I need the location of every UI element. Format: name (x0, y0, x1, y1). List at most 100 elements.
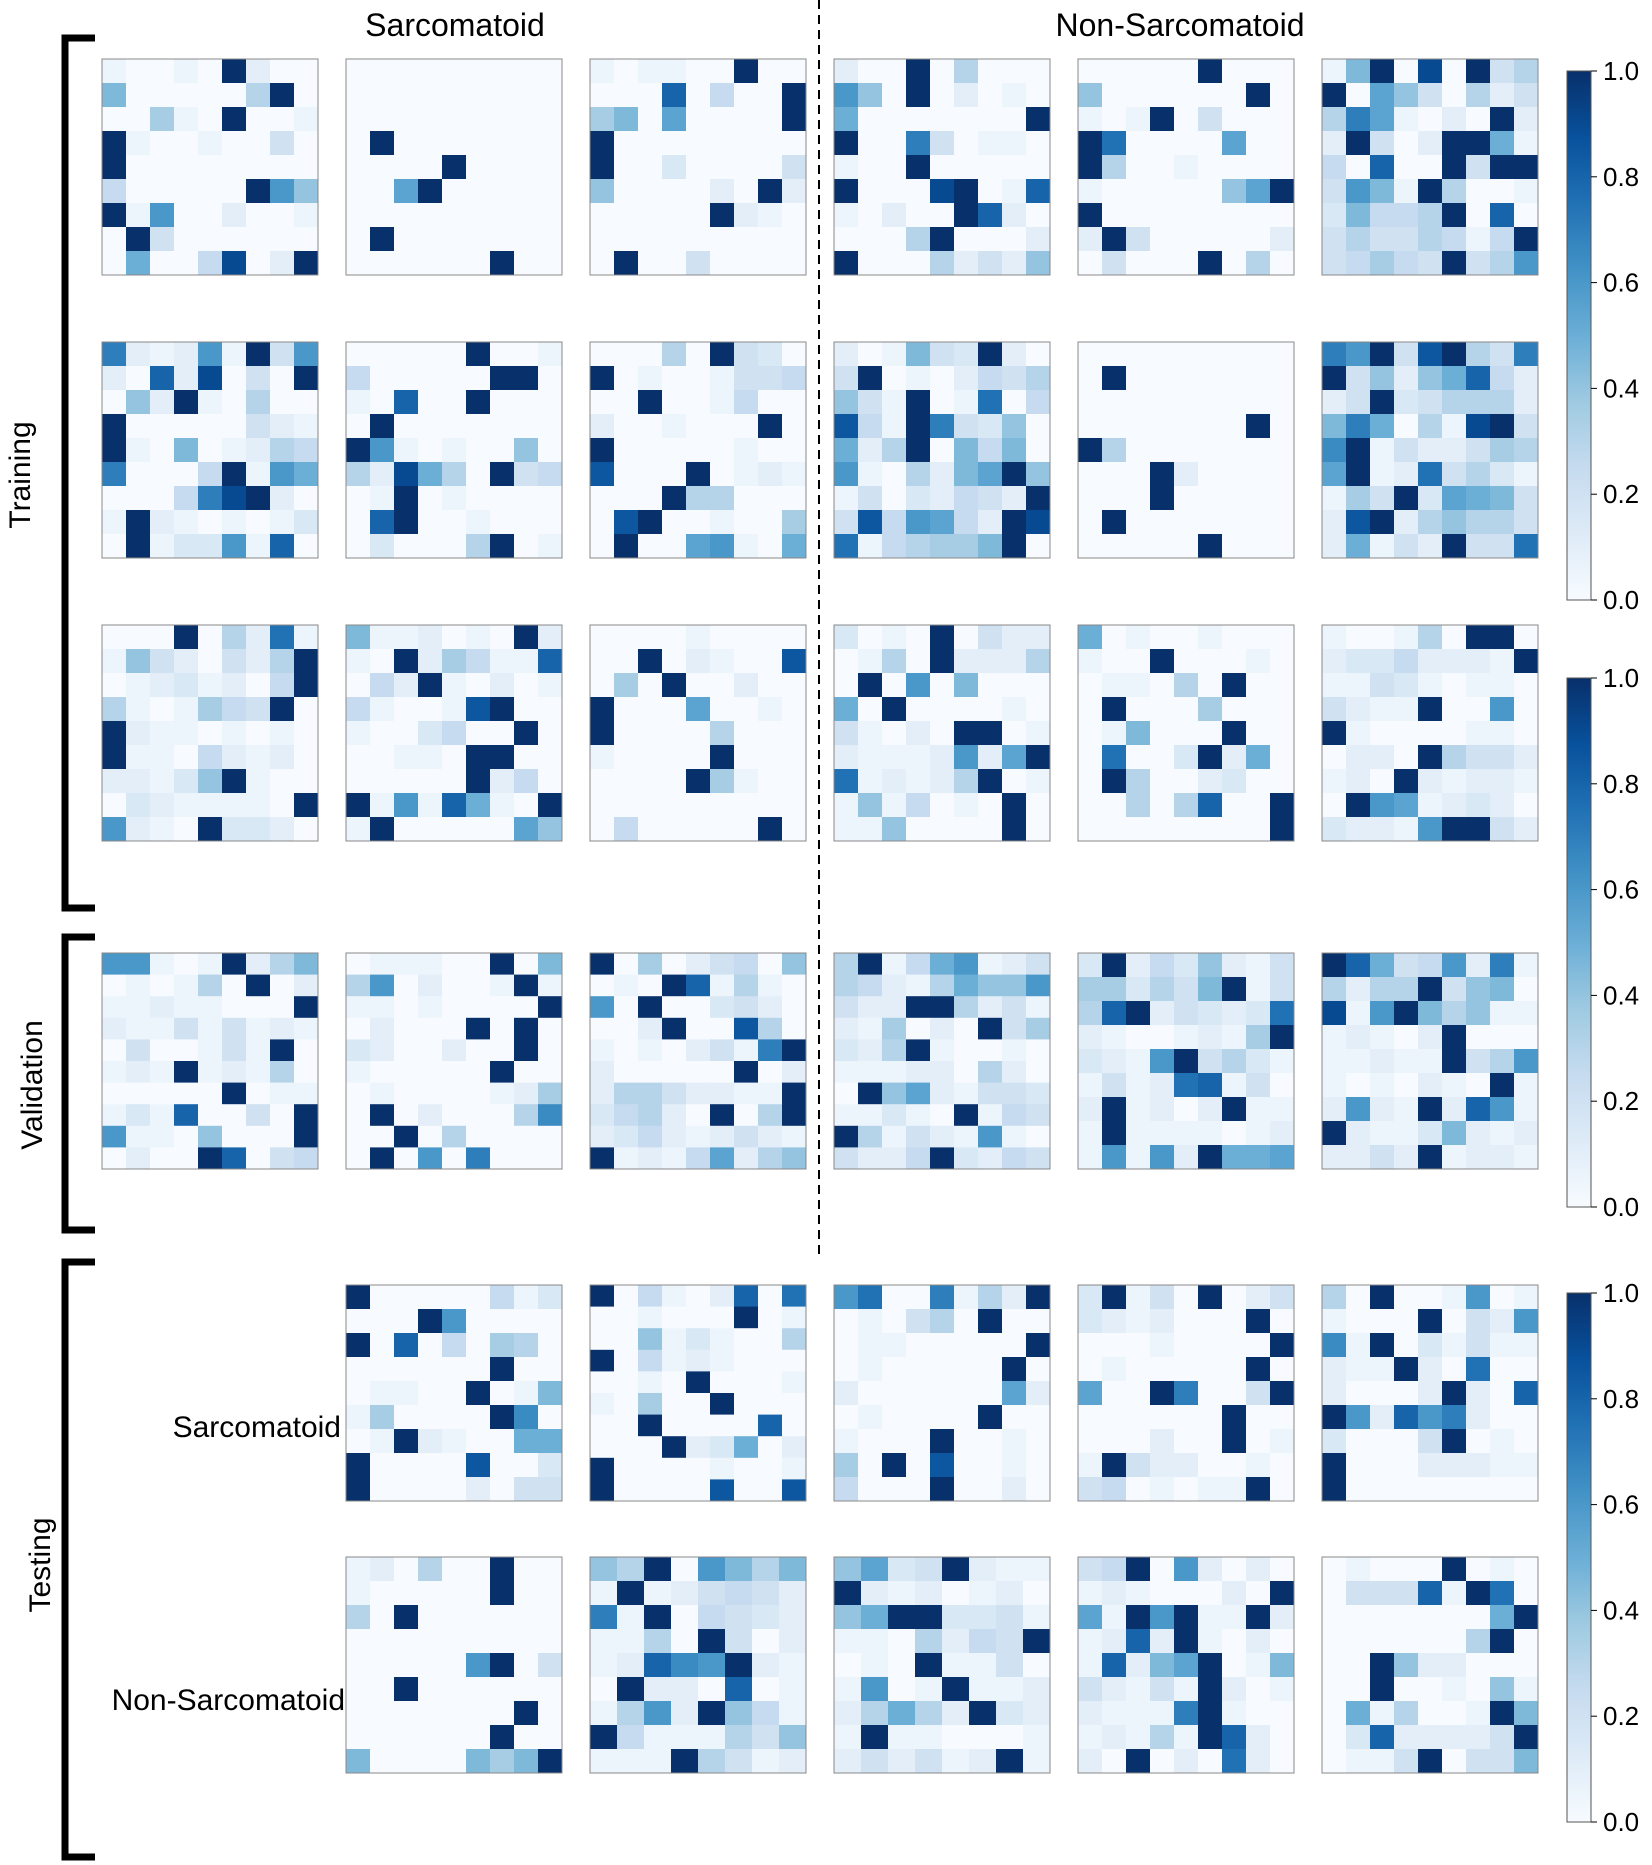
heatmap-cell (710, 996, 735, 1019)
heatmap-cell (150, 1104, 175, 1127)
heatmap-cell (782, 1285, 807, 1307)
panel-frame (1321, 1284, 1539, 1502)
heatmap-cell (834, 251, 859, 276)
heatmap-cell (752, 1725, 780, 1750)
heatmap-cell (222, 462, 247, 487)
heatmap-cell (882, 1039, 907, 1062)
heatmap-cell (915, 1653, 943, 1678)
heatmap-cell (270, 462, 295, 487)
heatmap-cell (954, 1125, 979, 1148)
heatmap-cell (930, 462, 955, 487)
heatmap-cell (538, 1605, 563, 1630)
heatmap-cell (538, 510, 563, 535)
column-header-sarcomatoid: Sarcomatoid (365, 7, 545, 43)
heatmap-cell (1102, 745, 1127, 770)
heatmap-cell (394, 155, 419, 180)
heatmap-cell (1370, 1725, 1395, 1750)
heatmap-cell (1102, 414, 1127, 439)
heatmap-cell (1102, 438, 1127, 463)
heatmap-cell (1002, 438, 1027, 463)
heatmap-cell (1246, 1605, 1271, 1630)
heatmap-cell (1490, 107, 1515, 132)
heatmap-cell (1126, 1557, 1151, 1582)
heatmap-cell (1174, 414, 1199, 439)
heatmap-cell (394, 1017, 419, 1040)
heatmap-cell (906, 486, 931, 511)
heatmap-cell (614, 1457, 639, 1480)
heatmap-cell (888, 1653, 916, 1678)
heatmap-cell (174, 625, 199, 650)
heatmap-cell (174, 649, 199, 674)
heatmap-cell (1222, 1001, 1247, 1026)
heatmap-cell (1078, 817, 1103, 842)
heatmap-cell (1514, 1677, 1539, 1702)
heatmap-cell (734, 996, 759, 1019)
heatmap-cell (590, 1677, 618, 1702)
heatmap-cell (710, 974, 735, 997)
heatmap-cell (617, 1749, 645, 1774)
heatmap-cell (1026, 414, 1051, 439)
heatmap-cell (942, 1677, 970, 1702)
heatmap-cell (930, 1039, 955, 1062)
heatmap-cell (782, 1349, 807, 1372)
heatmap-cell (466, 155, 491, 180)
heatmap-cell (954, 227, 979, 252)
heatmap-cell (858, 203, 883, 228)
heatmap-cell (394, 996, 419, 1019)
heatmap-cell (1466, 1629, 1491, 1654)
heatmap-panel-training-r3-c2 (345, 624, 563, 842)
heatmap-cell (614, 953, 639, 975)
heatmap-cell (734, 1436, 759, 1459)
heatmap-cell (102, 697, 127, 722)
heatmap-cell (1102, 1477, 1127, 1502)
heatmap-cell (1222, 203, 1247, 228)
heatmap-cell (978, 414, 1003, 439)
heatmap-cell (942, 1725, 970, 1750)
heatmap-cell (590, 1328, 615, 1351)
heatmap-cell (466, 366, 491, 391)
heatmap-cell (1246, 1749, 1271, 1774)
heatmap-cell (882, 1381, 907, 1406)
heatmap-cell (752, 1605, 780, 1630)
heatmap-cell (1322, 1145, 1347, 1170)
heatmap-cell (1222, 1025, 1247, 1050)
heatmap-cell (538, 1477, 563, 1502)
heatmap-cell (590, 1414, 615, 1437)
heatmap-cell (538, 625, 563, 650)
heatmap-cell (779, 1701, 807, 1726)
heatmap-cell (538, 697, 563, 722)
heatmap-cell (1026, 625, 1051, 650)
heatmap-cell (1514, 1285, 1539, 1310)
heatmap-cell (1222, 510, 1247, 535)
heatmap-cell (270, 649, 295, 674)
heatmap-cell (782, 1147, 807, 1170)
heatmap-cell (442, 1557, 467, 1582)
heatmap-cell (1126, 155, 1151, 180)
heatmap-cell (1222, 697, 1247, 722)
heatmap-cell (346, 1629, 371, 1654)
heatmap-cell (442, 179, 467, 204)
heatmap-cell (834, 974, 859, 997)
heatmap-cell (906, 996, 931, 1019)
heatmap-cell (1026, 1104, 1051, 1127)
heatmap-cell (174, 486, 199, 511)
heatmap-cell (1222, 649, 1247, 674)
heatmap-cell (1026, 974, 1051, 997)
heatmap-cell (270, 721, 295, 746)
heatmap-cell (662, 721, 687, 746)
heatmap-cell (514, 462, 539, 487)
heatmap-cell (1150, 1285, 1175, 1310)
heatmap-cell (538, 793, 563, 818)
heatmap-cell (590, 1629, 618, 1654)
heatmap-cell (1514, 1477, 1539, 1502)
heatmap-cell (126, 996, 151, 1019)
heatmap-cell (466, 1381, 491, 1406)
heatmap-cell (906, 745, 931, 770)
heatmap-cell (906, 534, 931, 559)
heatmap-cell (1174, 1557, 1199, 1582)
heatmap-cell (1322, 59, 1347, 84)
heatmap-cell (882, 414, 907, 439)
heatmap-cell (150, 996, 175, 1019)
heatmap-cell (490, 1605, 515, 1630)
heatmap-cell (1270, 721, 1295, 746)
